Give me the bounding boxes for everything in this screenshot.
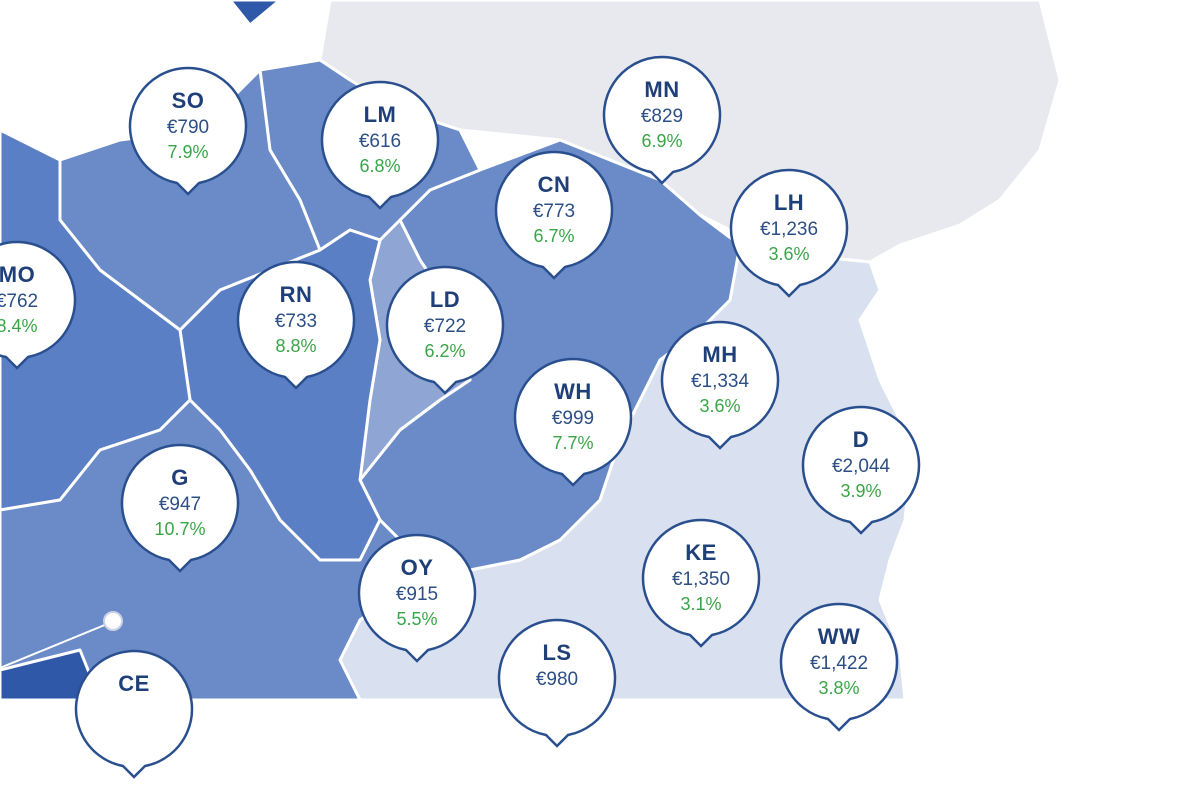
county-change: 10.7% bbox=[154, 519, 206, 539]
county-rent: €829 bbox=[640, 106, 684, 127]
pin-mn[interactable]: MN €829 6.9% bbox=[602, 55, 722, 193]
county-change: 3.9% bbox=[840, 481, 882, 501]
pin-marker-icon bbox=[513, 357, 633, 487]
pin-lh[interactable]: LH €1,236 3.6% bbox=[729, 168, 849, 306]
pin-ld[interactable]: LD €722 6.2% bbox=[385, 265, 505, 403]
county-change: 7.9% bbox=[167, 142, 209, 162]
county-code: OY bbox=[400, 555, 434, 580]
pin-marker-icon bbox=[357, 533, 477, 663]
county-rent: €790 bbox=[166, 117, 210, 138]
pin-rn[interactable]: RN €733 8.8% bbox=[236, 260, 356, 398]
county-code: RN bbox=[279, 282, 313, 307]
county-code: CE bbox=[118, 671, 150, 696]
county-code: LM bbox=[363, 102, 397, 127]
county-change: 6.2% bbox=[424, 341, 466, 361]
pin-marker-icon bbox=[660, 320, 780, 450]
pin-marker-icon bbox=[729, 168, 849, 298]
county-change: 6.7% bbox=[533, 226, 575, 246]
county-rent: €773 bbox=[532, 201, 576, 222]
clare-leader-line bbox=[0, 621, 113, 669]
rent-map bbox=[0, 0, 1062, 700]
county-rent: €722 bbox=[423, 316, 467, 337]
pin-marker-icon bbox=[236, 260, 356, 390]
county-code: WW bbox=[817, 624, 861, 649]
pin-d[interactable]: D €2,044 3.9% bbox=[801, 405, 921, 543]
county-code: WH bbox=[554, 379, 592, 404]
county-rent: €1,350 bbox=[671, 569, 731, 590]
county-code: MH bbox=[702, 342, 738, 367]
county-change: 7.7% bbox=[552, 433, 594, 453]
county-rent: €947 bbox=[158, 494, 202, 515]
pin-lm[interactable]: LM €616 6.8% bbox=[320, 80, 440, 218]
county-code: MO bbox=[0, 262, 36, 287]
county-change: 6.8% bbox=[359, 156, 401, 176]
pin-ce[interactable]: CE bbox=[74, 649, 194, 787]
pin-marker-icon bbox=[801, 405, 921, 535]
county-rent: €2,044 bbox=[831, 456, 891, 477]
county-code: LH bbox=[773, 190, 805, 215]
county-change: 3.8% bbox=[818, 678, 860, 698]
county-rent: €1,236 bbox=[759, 219, 819, 240]
county-rent: €616 bbox=[358, 131, 402, 152]
clare-leader-dot bbox=[103, 611, 123, 631]
county-rent: €762 bbox=[0, 291, 39, 312]
pin-mh[interactable]: MH €1,334 3.6% bbox=[660, 320, 780, 458]
county-change: 8.8% bbox=[275, 336, 317, 356]
county-code: G bbox=[171, 465, 189, 490]
pin-marker-icon bbox=[641, 518, 761, 648]
county-rent: €915 bbox=[395, 584, 439, 605]
county-change: 3.6% bbox=[699, 396, 741, 416]
county-code: KE bbox=[685, 540, 717, 565]
county-change: 3.1% bbox=[680, 594, 722, 614]
county-code: D bbox=[852, 427, 870, 452]
pin-so[interactable]: SO €790 7.9% bbox=[128, 66, 248, 204]
county-code: MN bbox=[644, 77, 680, 102]
county-rent: €733 bbox=[274, 311, 318, 332]
pin-marker-icon bbox=[0, 240, 77, 370]
county-rent: €999 bbox=[551, 408, 595, 429]
pin-marker-icon bbox=[120, 443, 240, 573]
county-code: LS bbox=[542, 640, 572, 665]
pin-marker-icon bbox=[494, 150, 614, 280]
county-change: 3.6% bbox=[768, 244, 810, 264]
county-code: SO bbox=[171, 88, 205, 113]
pin-marker-icon bbox=[320, 80, 440, 210]
pin-marker-icon bbox=[779, 602, 899, 732]
county-rent: €1,334 bbox=[690, 371, 750, 392]
pin-ke[interactable]: KE €1,350 3.1% bbox=[641, 518, 761, 656]
pin-mo[interactable]: MO €762 8.4% bbox=[0, 240, 77, 378]
sea-inlet bbox=[228, 0, 282, 27]
county-change: 5.5% bbox=[396, 609, 438, 629]
county-rent: €980 bbox=[535, 669, 579, 690]
pin-marker-icon bbox=[128, 66, 248, 196]
county-change: 8.4% bbox=[0, 316, 38, 336]
county-rent: €1,422 bbox=[809, 653, 869, 674]
pin-g[interactable]: G €947 10.7% bbox=[120, 443, 240, 581]
county-code: CN bbox=[537, 172, 571, 197]
county-code: LD bbox=[429, 287, 461, 312]
pin-oy[interactable]: OY €915 5.5% bbox=[357, 533, 477, 671]
pin-ls[interactable]: LS €980 bbox=[497, 618, 617, 756]
pin-cn[interactable]: CN €773 6.7% bbox=[494, 150, 614, 288]
pin-marker-icon bbox=[602, 55, 722, 185]
pin-ww[interactable]: WW €1,422 3.8% bbox=[779, 602, 899, 740]
pin-wh[interactable]: WH €999 7.7% bbox=[513, 357, 633, 495]
pin-marker-icon bbox=[385, 265, 505, 395]
county-change: 6.9% bbox=[641, 131, 683, 151]
